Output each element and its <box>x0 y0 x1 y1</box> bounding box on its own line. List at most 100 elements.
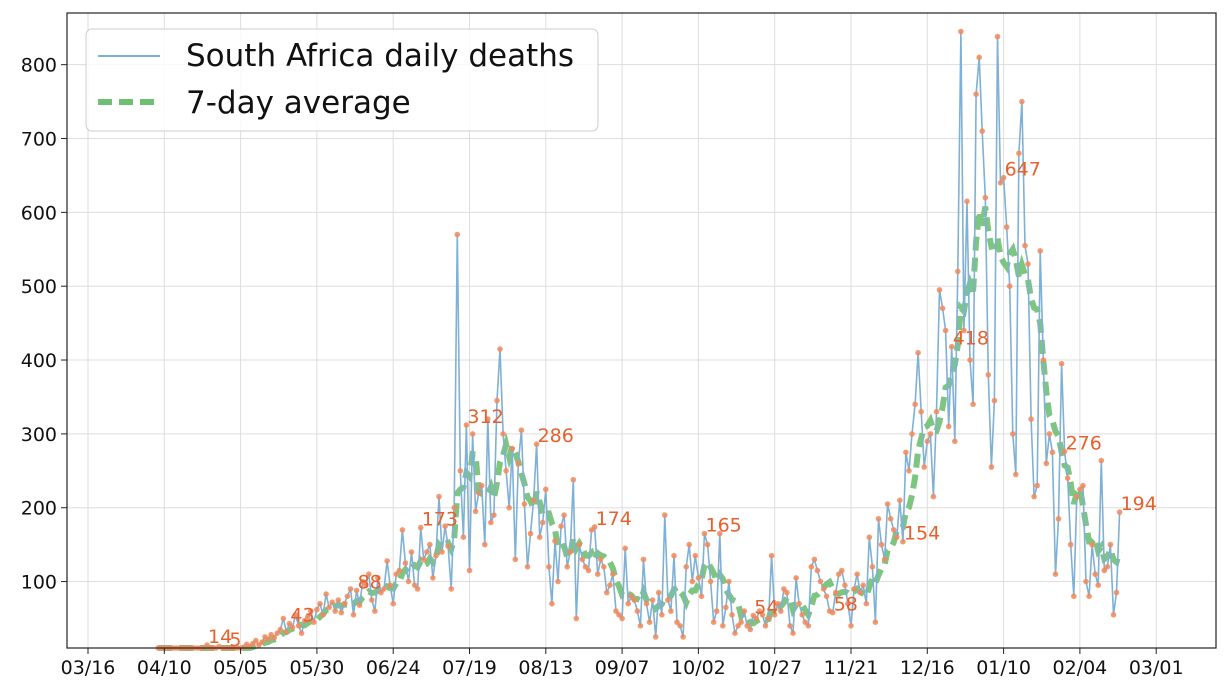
daily-point <box>482 541 488 548</box>
legend: South Africa daily deaths 7-day average <box>85 28 599 132</box>
daily-point <box>445 543 451 549</box>
daily-point <box>1095 582 1101 588</box>
daily-point <box>921 464 927 470</box>
daily-point <box>375 575 381 581</box>
daily-point <box>695 575 702 581</box>
daily-series <box>158 30 1121 649</box>
daily-point <box>366 571 372 577</box>
data-label: 312 <box>467 406 503 428</box>
daily-point <box>631 597 638 603</box>
daily-point <box>829 609 836 616</box>
daily-point <box>472 508 479 515</box>
x-axis: 03/16 04/10 05/05 05/30 06/24 07/19 08/13 09/07… <box>61 648 1184 679</box>
daily-point <box>985 372 992 378</box>
daily-point <box>1071 593 1077 600</box>
daily-point <box>311 619 317 625</box>
data-label: 647 <box>1005 159 1041 181</box>
daily-point <box>539 519 546 526</box>
daily-point <box>845 600 851 607</box>
daily-point <box>594 571 601 577</box>
daily-point <box>478 482 485 489</box>
daily-point <box>952 438 958 445</box>
daily-point <box>301 617 308 624</box>
daily-point <box>427 541 433 548</box>
daily-point <box>356 602 363 608</box>
daily-point <box>350 612 357 618</box>
daily-point <box>878 541 885 548</box>
daily-point <box>387 582 393 588</box>
daily-point <box>488 519 494 526</box>
x-tick-label: 08/13 <box>518 657 573 679</box>
daily-series-line <box>158 30 1121 649</box>
daily-point <box>659 612 665 618</box>
daily-point <box>466 567 473 574</box>
daily-point <box>555 578 561 585</box>
daily-point <box>796 600 802 607</box>
daily-point <box>335 597 342 603</box>
average-series-line <box>158 206 1123 651</box>
daily-point <box>976 54 982 61</box>
daily-point <box>457 468 464 474</box>
daily-point <box>671 552 677 559</box>
daily-point <box>616 612 622 618</box>
x-tick-label: 07/19 <box>442 657 497 679</box>
daily-point <box>564 564 570 570</box>
daily-point <box>775 600 781 607</box>
daily-point <box>634 608 641 614</box>
daily-point <box>619 615 625 622</box>
daily-point <box>930 493 937 500</box>
daily-point <box>1089 541 1095 548</box>
daily-point <box>579 556 586 563</box>
x-tick-label: 10/02 <box>671 657 726 679</box>
daily-point <box>869 564 876 570</box>
daily-point <box>497 346 503 352</box>
daily-point <box>494 397 500 404</box>
daily-point <box>839 567 845 574</box>
daily-point <box>570 476 577 483</box>
daily-point <box>704 541 711 548</box>
daily-point <box>341 600 348 607</box>
x-tick-label: 09/07 <box>595 657 650 679</box>
daily-point <box>1086 593 1092 600</box>
daily-point <box>344 593 351 600</box>
daily-point <box>451 504 458 511</box>
daily-point <box>1028 416 1034 422</box>
y-tick-label: 800 <box>21 55 57 77</box>
x-tick-label: 05/05 <box>213 657 268 679</box>
daily-point <box>408 549 415 555</box>
daily-point <box>958 28 964 35</box>
daily-point <box>613 608 619 614</box>
daily-point <box>707 578 714 585</box>
daily-point <box>585 567 592 574</box>
y-tick-label: 100 <box>21 572 57 594</box>
daily-point <box>622 545 628 552</box>
daily-point <box>317 600 323 607</box>
daily-point <box>1083 578 1089 585</box>
daily-point <box>509 445 515 452</box>
daily-point <box>503 468 509 474</box>
daily-point <box>405 578 412 585</box>
daily-point <box>955 268 961 275</box>
daily-point <box>903 449 909 456</box>
daily-point <box>298 630 305 636</box>
daily-point <box>628 593 635 600</box>
daily-point <box>1031 493 1037 500</box>
daily-point <box>814 567 821 574</box>
daily-point <box>897 497 903 504</box>
daily-point <box>762 623 769 629</box>
data-label: 43 <box>290 605 314 627</box>
daily-point <box>625 600 631 607</box>
daily-point <box>396 567 403 574</box>
data-label: 173 <box>422 509 458 531</box>
daily-point <box>662 512 668 518</box>
daily-point <box>582 564 589 570</box>
daily-point <box>1077 486 1083 493</box>
daily-point <box>372 608 378 614</box>
daily-point <box>1110 612 1117 618</box>
x-tick-label: 05/30 <box>290 657 345 679</box>
daily-point <box>1101 567 1108 574</box>
daily-point <box>1064 475 1071 482</box>
daily-point <box>970 401 976 408</box>
y-tick-label: 200 <box>21 498 57 520</box>
daily-point <box>433 552 439 559</box>
